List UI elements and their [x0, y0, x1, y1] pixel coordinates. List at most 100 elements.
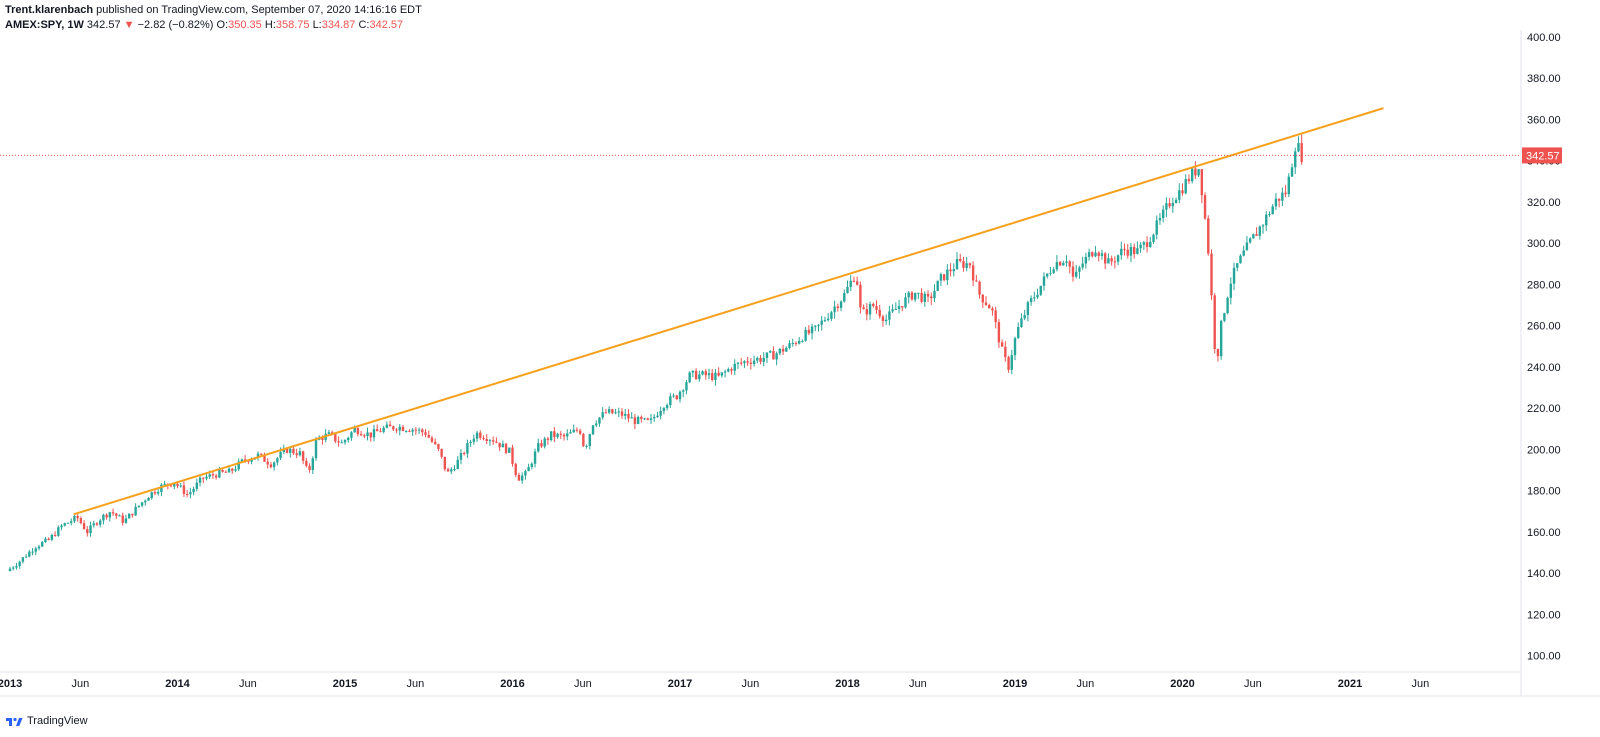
footer-brand: TradingView	[5, 715, 88, 727]
candle-body	[395, 429, 398, 431]
candle-body	[359, 434, 363, 436]
candle-body	[1203, 195, 1207, 219]
last-price-badge-text: 342.57	[1526, 150, 1560, 162]
candle-body	[57, 527, 60, 536]
low-value: 334.87	[321, 19, 356, 31]
candle-body	[823, 320, 827, 322]
x-tick-label: Jun	[1244, 678, 1262, 690]
candle-body	[218, 469, 221, 478]
candle-body	[417, 429, 421, 431]
candle-body	[717, 372, 720, 376]
chart-header: Trent.klarenbach published on TradingVie…	[5, 3, 422, 32]
candle-body	[1178, 190, 1181, 200]
candle-body	[70, 521, 73, 523]
candle-body	[1271, 206, 1274, 215]
candle-body	[768, 351, 772, 353]
candle-body	[385, 424, 389, 428]
candle-body	[746, 361, 749, 363]
candle-body	[566, 433, 569, 437]
candle-body	[846, 286, 849, 294]
candle-body	[1084, 256, 1088, 264]
candle-body	[549, 431, 553, 440]
candle-body	[398, 426, 401, 431]
candle-body	[1017, 326, 1020, 339]
candle-body	[653, 416, 656, 419]
candle-body	[891, 309, 894, 312]
candle-body	[214, 475, 218, 478]
candle-body	[211, 474, 215, 476]
candle-body	[227, 468, 231, 473]
candle-body	[878, 309, 881, 317]
y-tick-label: 160.00	[1527, 527, 1561, 539]
candle-body	[1184, 179, 1187, 194]
candle-body	[672, 395, 675, 397]
candle-body	[855, 281, 859, 285]
candle-body	[740, 362, 743, 364]
candle-body	[978, 281, 981, 295]
y-tick-label: 320.00	[1527, 197, 1561, 209]
candle-body	[730, 369, 733, 371]
candle-body	[1242, 250, 1245, 256]
candle-body	[427, 434, 430, 438]
candle-body	[607, 409, 611, 413]
symbol-label[interactable]: AMEX:SPY, 1W	[5, 19, 84, 31]
y-tick-label: 220.00	[1527, 403, 1561, 415]
candle-body	[453, 468, 456, 470]
candle-body	[604, 412, 608, 414]
candle-body	[1219, 320, 1223, 357]
candle-body	[1268, 214, 1271, 216]
candle-body	[327, 432, 331, 434]
candle-body	[662, 408, 666, 411]
candle-body	[797, 340, 801, 344]
candle-body	[234, 469, 237, 471]
candle-body	[907, 292, 910, 298]
candle-body	[875, 306, 878, 310]
candle-body	[405, 430, 408, 432]
candle-body	[1281, 192, 1284, 201]
candle-body	[643, 418, 646, 420]
candle-body	[1107, 258, 1110, 264]
candle-body	[839, 301, 843, 308]
candle-body	[1239, 255, 1242, 264]
candle-body	[1094, 252, 1097, 257]
candle-body	[1071, 266, 1075, 277]
candle-body	[939, 274, 943, 281]
candle-body	[1055, 262, 1059, 270]
tradingview-brand[interactable]: TradingView	[27, 715, 88, 727]
axes-layer: 100.00 120.00 140.00 160.00 180.00 200.00 220.…	[0, 30, 1600, 697]
candle-body	[1248, 238, 1252, 243]
candle-body	[295, 453, 298, 456]
candle-body	[44, 538, 47, 543]
candle-body	[1116, 255, 1120, 262]
candle-body	[1023, 315, 1026, 319]
x-tick-label: Jun	[1411, 678, 1429, 690]
author-name[interactable]: Trent.klarenbach	[5, 4, 94, 16]
candle-body	[414, 429, 418, 431]
candle-body	[865, 309, 869, 315]
trendline[interactable]	[73, 107, 1384, 516]
candle-body	[337, 441, 340, 443]
candle-body	[640, 416, 643, 419]
candle-body	[305, 460, 308, 466]
published-text: published on TradingView.com, September …	[96, 4, 422, 16]
candle-body	[504, 443, 508, 453]
candle-body	[1277, 198, 1281, 201]
candle-body	[1068, 261, 1071, 267]
candle-body	[785, 347, 788, 352]
candle-body	[959, 259, 962, 262]
candle-body	[994, 310, 997, 323]
candle-body	[524, 471, 527, 476]
close-value: 342.57	[369, 19, 404, 31]
high-label: H:	[264, 19, 276, 31]
candle-body	[849, 280, 852, 287]
candle-body	[646, 418, 649, 420]
candle-body	[659, 410, 662, 416]
candle-body	[1297, 143, 1300, 152]
candle-body	[24, 556, 28, 558]
candle-body	[408, 430, 411, 432]
candle-body	[949, 269, 952, 272]
y-tick-label: 360.00	[1527, 114, 1561, 126]
candle-body	[701, 371, 704, 375]
candle-body	[1100, 253, 1104, 256]
